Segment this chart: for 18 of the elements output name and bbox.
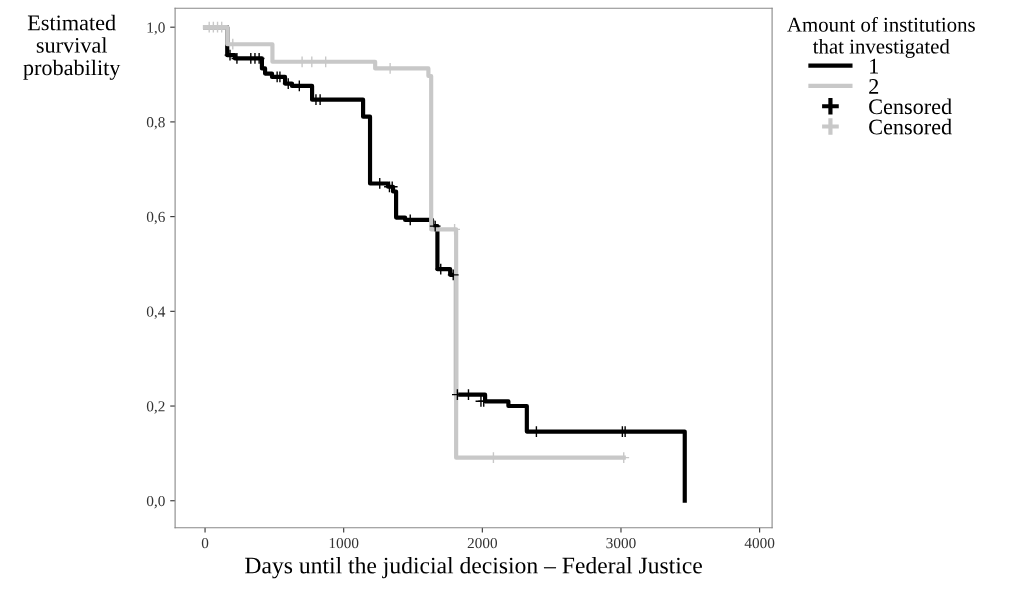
- x-axis-title: Days until the judicial decision – Federal Justice: [245, 556, 702, 579]
- legend-label: Censored: [869, 118, 952, 135]
- legend-label: 1: [870, 58, 878, 74]
- x-tick-label: 1000: [329, 537, 359, 549]
- legend-label: 2: [869, 79, 879, 94]
- x-tick-label: 2000: [467, 537, 498, 549]
- x-tick-label: 0: [201, 537, 209, 549]
- legend-label: Censored: [869, 98, 952, 115]
- y-tick-label: 0,0: [146, 495, 165, 509]
- y-tick-label: 1,0: [147, 22, 165, 35]
- x-tick-label: 4000: [744, 537, 775, 549]
- legend-title: Amount of institutions that investigated: [787, 16, 975, 58]
- y-tick-label: 0,8: [146, 117, 165, 130]
- y-axis-title: Estimated survival probability: [23, 14, 121, 80]
- x-tick-label: 3000: [606, 537, 636, 549]
- y-tick-label: 0,2: [146, 401, 165, 414]
- y-tick-label: 0,4: [146, 306, 166, 319]
- y-tick-label: 0,6: [146, 211, 165, 225]
